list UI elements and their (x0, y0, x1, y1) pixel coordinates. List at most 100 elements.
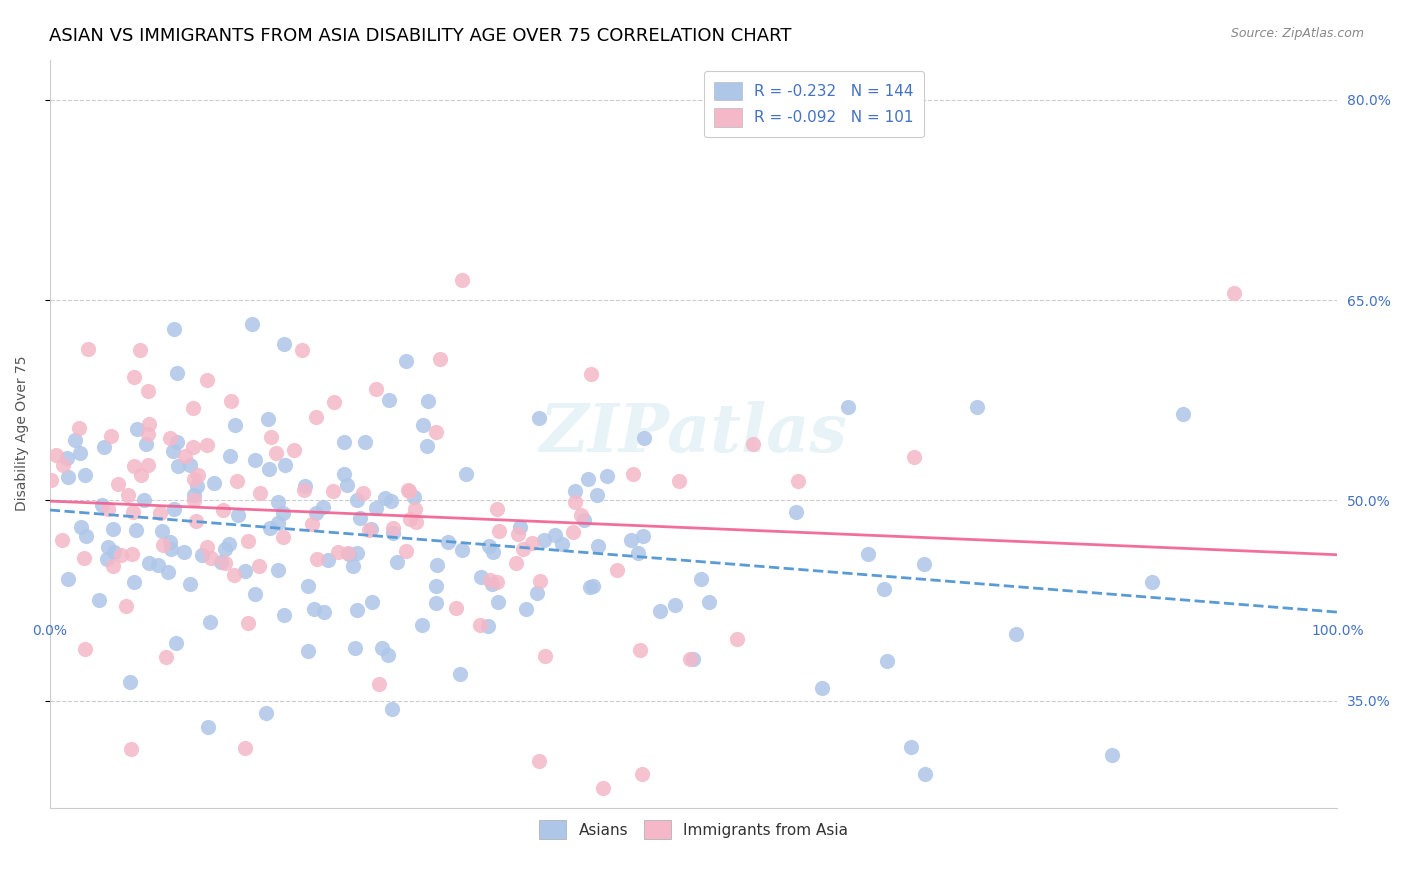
Point (689, 572, 711, 586)
Point (900, 740, 922, 755)
Point (240, 317, 263, 331)
Point (527, 754, 550, 768)
Point (544, 528, 567, 542)
Point (107, 477, 129, 491)
Point (181, 401, 204, 415)
Point (39, 473, 62, 487)
Point (118, 674, 141, 689)
Point (582, 579, 605, 593)
Point (444, 601, 467, 615)
Point (76, 342, 98, 356)
Point (183, 488, 205, 502)
Point (912, 557, 935, 571)
Point (505, 556, 527, 570)
Point (668, 474, 690, 488)
Point (56, 450, 79, 465)
Point (333, 467, 356, 481)
Point (75, 529, 97, 543)
Point (45, 448, 67, 462)
Point (837, 400, 859, 414)
Point (214, 557, 236, 571)
Point (219, 449, 242, 463)
Point (233, 564, 256, 578)
Text: 0.0%: 0.0% (32, 624, 67, 639)
Point (533, 533, 555, 548)
Point (122, 574, 145, 589)
Point (304, 602, 326, 616)
Point (129, 467, 152, 482)
Point (236, 533, 259, 548)
Point (346, 546, 368, 560)
Point (132, 492, 155, 507)
Text: 100.0%: 100.0% (1310, 624, 1364, 639)
Point (620, 533, 643, 547)
Y-axis label: Disability Age Over 75: Disability Age Over 75 (15, 356, 30, 511)
Point (222, 567, 245, 582)
Point (562, 525, 585, 540)
Point (572, 513, 595, 527)
Point (305, 409, 328, 424)
Point (697, 595, 720, 609)
Point (914, 767, 936, 781)
Point (259, 521, 281, 535)
Point (576, 472, 599, 486)
Point (425, 596, 447, 610)
Point (159, 431, 181, 445)
Point (173, 544, 195, 558)
Point (533, 648, 555, 663)
Point (402, 490, 425, 504)
Point (364, 382, 387, 396)
Text: Source: ZipAtlas.com: Source: ZipAtlas.com (1230, 27, 1364, 40)
Point (551, 537, 574, 551)
Point (187, 467, 209, 482)
Point (122, 505, 145, 519)
Point (56, 469, 79, 483)
Point (135, 436, 157, 450)
Point (579, 367, 602, 381)
Point (346, 603, 368, 617)
Point (377, 648, 399, 662)
Point (370, 641, 392, 656)
Point (138, 556, 160, 570)
Point (96, 551, 118, 566)
Point (152, 538, 174, 552)
Point (349, 511, 371, 525)
Point (89, 593, 111, 607)
Point (117, 488, 139, 502)
Point (127, 421, 149, 435)
Point (526, 586, 548, 600)
Point (97, 502, 120, 516)
Point (146, 558, 169, 572)
Point (360, 522, 382, 536)
Point (449, 666, 471, 681)
Point (631, 529, 654, 543)
Point (312, 605, 335, 619)
Point (165, 636, 187, 650)
Point (361, 595, 384, 609)
Point (450, 273, 472, 287)
Point (416, 394, 439, 409)
Point (181, 441, 204, 455)
Point (214, 542, 236, 557)
Point (233, 741, 256, 756)
Point (236, 615, 259, 630)
Point (811, 681, 834, 695)
Point (73, 550, 96, 565)
Point (179, 577, 201, 591)
Point (209, 555, 232, 569)
Point (115, 599, 138, 613)
Point (596, 468, 619, 483)
Point (271, 506, 294, 520)
Point (725, 632, 748, 646)
Point (257, 462, 280, 476)
Point (157, 565, 180, 579)
Point (266, 446, 288, 460)
Point (65, 433, 87, 447)
Point (273, 337, 295, 351)
Point (75, 641, 97, 656)
Point (294, 479, 316, 493)
Point (307, 552, 329, 566)
Point (166, 434, 188, 449)
Point (682, 652, 704, 666)
Point (337, 546, 360, 560)
